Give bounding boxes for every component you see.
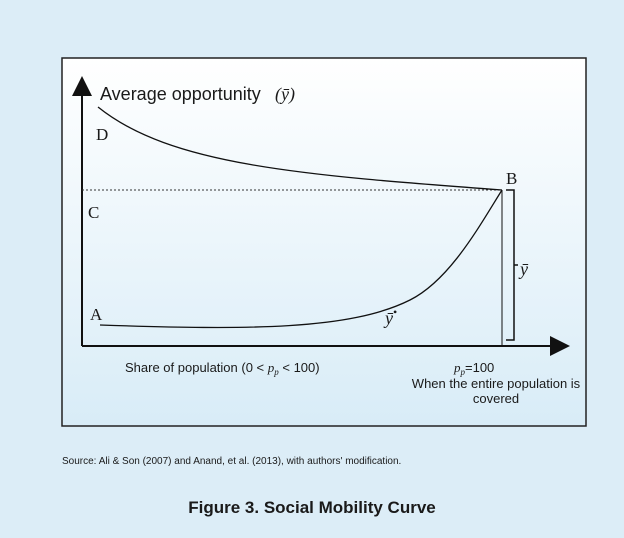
curve-label-mark: • <box>393 305 397 319</box>
point-label: D <box>96 125 108 144</box>
curve-a <box>99 189 503 329</box>
source: Source: Ali & Son (2007) and Anand, et a… <box>62 456 401 467</box>
end-note: covered <box>473 391 519 406</box>
end-label-sub: p <box>460 367 466 377</box>
point-label: A <box>90 305 103 324</box>
end-label: pp=100 <box>453 360 494 377</box>
x-label-start: Share of population (0 < <box>125 360 268 375</box>
x-label: Share of population (0 < pp < 100) <box>125 360 320 377</box>
bracket-label: ȳ <box>518 259 529 279</box>
end-note: When the entire population is <box>412 376 581 391</box>
axis-label: Average opportunity <box>100 84 261 104</box>
curve-label: ȳ• <box>383 305 397 328</box>
x-label-end: < 100) <box>279 360 320 375</box>
point-label: B <box>506 169 517 188</box>
end-label-value: =100 <box>465 360 494 375</box>
end-label-p: p <box>453 360 461 375</box>
curve-d <box>97 106 503 191</box>
x-label-sub: p <box>273 367 279 377</box>
caption: Figure 3. Social Mobility Curve <box>188 498 436 517</box>
axis-symbol: (ȳ) <box>275 84 295 105</box>
bracket <box>506 189 518 341</box>
point-label: C <box>88 203 99 222</box>
curve-label-text: ȳ <box>383 308 394 328</box>
chart-box <box>61 57 587 427</box>
x-label-p: p <box>267 360 275 375</box>
